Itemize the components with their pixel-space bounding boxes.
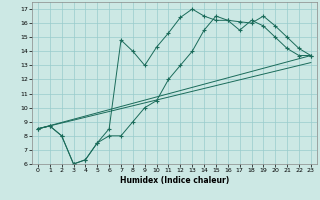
X-axis label: Humidex (Indice chaleur): Humidex (Indice chaleur): [120, 176, 229, 185]
